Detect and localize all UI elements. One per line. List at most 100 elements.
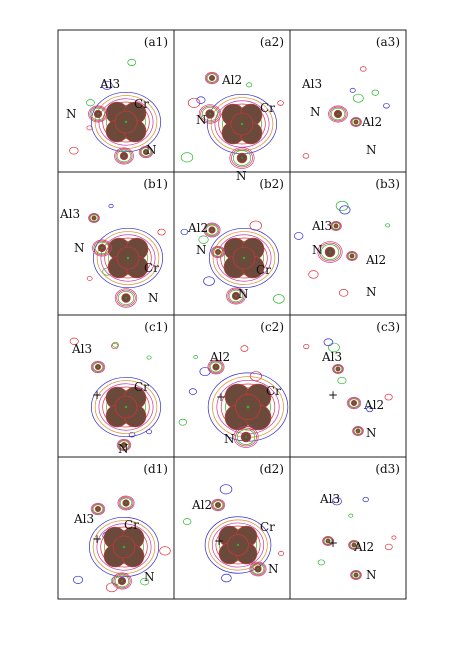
density-core [210,245,226,259]
panel-b2: (b2) Al2 Cr N N [173,171,291,316]
panel-frame [289,456,407,600]
density-core [88,105,108,123]
contour-fragment [182,518,192,526]
contour-ring [207,359,225,375]
contour-ring [231,148,253,168]
contour-ring [203,222,221,238]
nucleus-dot [217,504,219,506]
contour-fragment [371,89,380,96]
contour-fragment [180,228,189,236]
contour-ring [89,106,107,122]
contour-ring [320,244,340,260]
contour-ring [220,237,268,279]
contour-ring [226,287,246,305]
contour-ring [117,290,135,306]
contour-ring [215,525,261,565]
contour-ring [328,105,348,123]
nucleus-dot [217,251,219,253]
contour-ring [251,563,265,575]
contour-ring [96,523,152,571]
contour-ring [114,574,130,588]
contour-ring [113,573,131,589]
panel-label: (b2) [259,177,284,191]
contour-fragment [188,388,197,395]
contour-ring [114,147,134,165]
panel-label: (c3) [376,320,400,334]
nucleus-dot [353,544,355,546]
contour-ring [222,106,262,142]
density-core [90,360,106,374]
density-core [208,227,280,289]
contour-ring [138,145,154,159]
atom-label-al3: Al3 [301,77,322,91]
density-core [90,376,162,438]
atom-label-cr: Cr [124,518,139,532]
density-core [328,105,348,123]
nucleus-dot [355,121,357,123]
nucleus-dot [327,540,329,542]
density-core [204,516,272,574]
contour-ring [208,360,224,374]
contour-fragment [101,80,113,90]
contour-ring [92,362,104,372]
density-core [112,572,132,590]
contour-ring [353,427,363,435]
panel-d3: (d3) Al3 Al2 + N [289,456,407,600]
atom-label-plus: + [214,534,224,548]
contour-fragment [391,535,397,540]
density-core [206,93,278,155]
density-core [138,145,154,159]
contour-ring [210,245,226,259]
contour-ring [350,117,362,127]
contour-ring [92,227,164,289]
contour-ring [100,234,156,282]
contour-fragment [384,393,393,401]
contour-ring [329,106,347,122]
density-core [90,91,162,153]
contour-ring [349,541,359,549]
contour-ring [139,146,153,158]
panel-label: (a3) [376,35,400,49]
contour-ring [98,383,154,431]
contour-ring [102,101,150,143]
density-core [226,287,246,305]
nucleus-dot [125,297,127,299]
density-core [210,498,226,512]
contour-fragment [157,228,166,236]
contour-ring [250,562,266,576]
contour-fragment [198,235,209,244]
contour-fragment [246,82,253,88]
density-core [332,364,344,374]
panel-a3: (a3) Al3 Al2 N N [289,29,407,173]
density-core [322,536,334,546]
contour-fragment [159,546,171,556]
panel-label: (c1) [144,320,168,334]
atom-label-al2: Al2 [365,253,386,267]
nucleus-dot [93,217,95,219]
contour-fragment [323,338,334,347]
contour-fragment [335,200,349,212]
contour-ring [94,380,158,434]
contour-ring [211,522,265,568]
nucleus-dot [97,508,99,510]
contour-fragment [331,497,342,506]
contour-fragment [303,343,310,350]
nucleus-dot [242,256,246,260]
contour-ring [106,104,146,140]
contour-ring [208,519,268,571]
contour-ring [348,398,360,408]
contour-ring [204,223,220,237]
contour-fragment [86,99,95,107]
contour-ring [211,246,225,258]
panel-label: (a2) [260,35,284,49]
panel-c2: (c2) Al2 Cr + N [173,314,291,458]
contour-ring [332,364,344,374]
contour-ring [347,397,361,409]
contour-ring [92,239,112,257]
atom-label-cr: Cr [256,263,271,277]
contour-ring [108,240,148,276]
nucleus-dot [126,256,130,260]
density-core [229,147,255,169]
atom-label-n-bottom: N [268,562,279,576]
panel-label: (c2) [260,320,284,334]
